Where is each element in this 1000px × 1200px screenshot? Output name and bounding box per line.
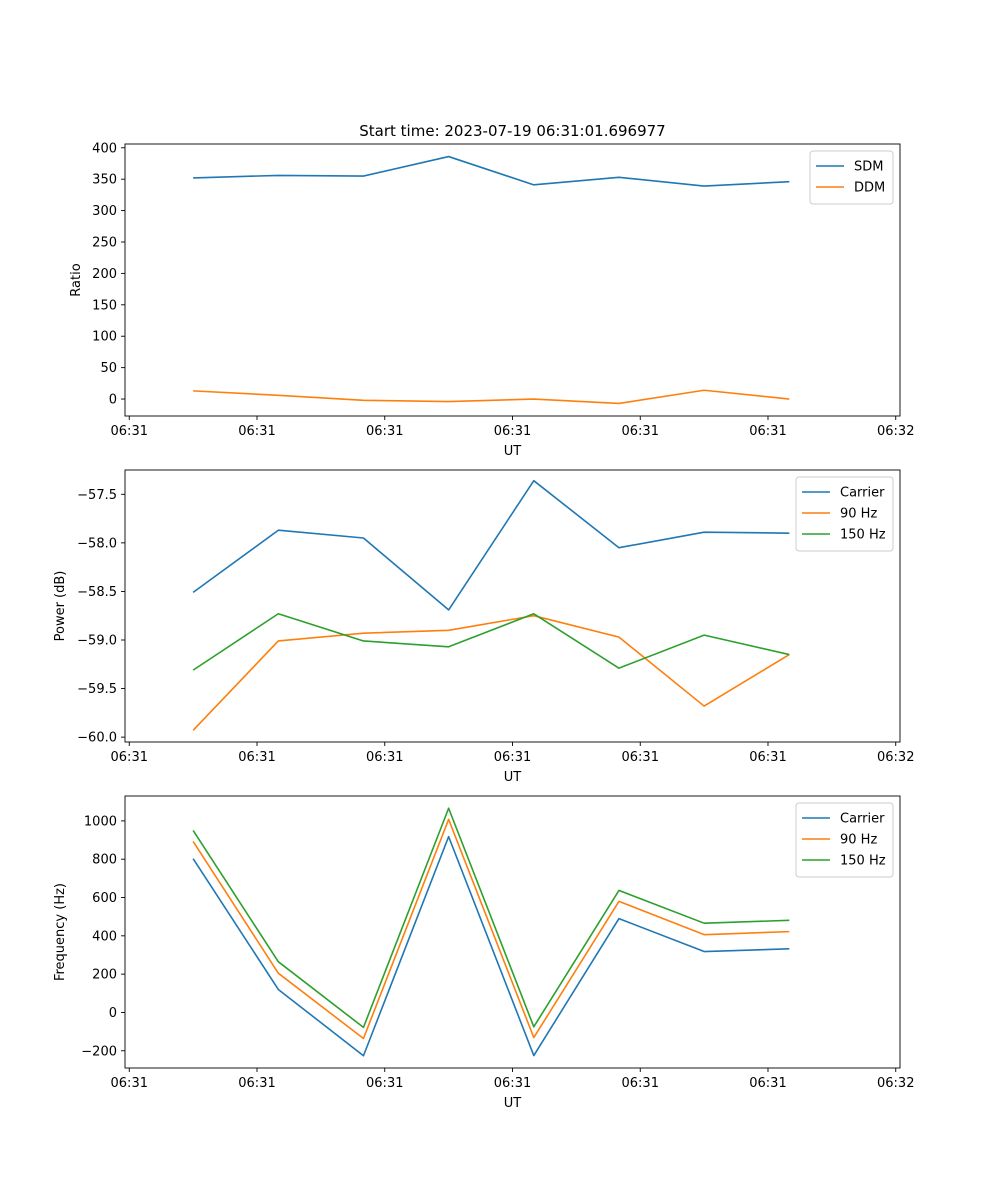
y-tick-label: 600 (92, 891, 117, 906)
power-panel: 06:31 06:31 06:31 06:31 06:31 06:31 06:32 −60.0… (53, 469, 914, 785)
y-tick-label: −60.0 (77, 731, 117, 746)
legend-label: 150 Hz (840, 854, 886, 869)
y-tick-label: 50 (100, 361, 117, 376)
y-tick-label: 250 (92, 235, 117, 250)
y-axis-label: Power (dB) (53, 571, 68, 642)
y-tick-label: 400 (92, 929, 117, 944)
x-tick-label: 06:31 (238, 1076, 275, 1091)
y-tick-label: −59.0 (77, 634, 117, 649)
y-tick-label: 400 (92, 141, 117, 156)
x-tick-label: 06:31 (494, 1076, 531, 1091)
y-tick-label: −59.5 (77, 682, 117, 697)
series-line-carrier (192, 479, 790, 611)
y-tick-label: 200 (92, 267, 117, 282)
x-tick-label: 06:31 (622, 750, 659, 765)
x-axis-label: UT (504, 1096, 522, 1111)
legend-label: SDM (854, 160, 883, 175)
y-tick-label: 100 (92, 330, 117, 345)
y-tick-label: 0 (109, 393, 117, 408)
x-tick-label: 06:31 (749, 424, 786, 439)
legend-label: Carrier (840, 812, 885, 827)
ratio-panel: 06:31 06:31 06:31 06:31 06:31 06:31 06:32 0 50 10… (69, 141, 914, 459)
series-line-ddm (193, 389, 790, 405)
y-tick-label: 1000 (84, 814, 117, 829)
legend-label: Carrier (840, 486, 885, 501)
series-line-sdm (193, 155, 790, 187)
x-tick-label: 06:31 (366, 1076, 403, 1091)
y-tick-label: 350 (92, 173, 117, 188)
series-line-150-hz (192, 612, 790, 671)
legend-box (795, 476, 894, 552)
x-tick-label: 06:31 (238, 750, 275, 765)
x-tick-label: 06:32 (877, 424, 914, 439)
y-axis-label: Frequency (Hz) (53, 883, 68, 981)
y-tick-label: 300 (92, 204, 117, 219)
x-tick-label: 06:31 (366, 424, 403, 439)
x-tick-label: 06:32 (877, 750, 914, 765)
x-tick-label: 06:31 (366, 750, 403, 765)
series-line-90-hz (192, 614, 790, 731)
x-tick-label: 06:31 (111, 750, 148, 765)
series-line-90-hz (192, 818, 790, 1040)
x-tick-label: 06:31 (749, 1076, 786, 1091)
y-axis-label: Ratio (69, 263, 84, 296)
legend: SDM DDM (809, 150, 894, 205)
x-tick-label: 06:31 (749, 750, 786, 765)
x-tick-label: 06:32 (877, 1076, 914, 1091)
legend-box (809, 150, 894, 205)
x-axis-label: UT (504, 770, 522, 785)
x-tick-label: 06:31 (111, 1076, 148, 1091)
series-line-carrier (192, 835, 790, 1057)
y-tick-label: −58.0 (77, 536, 117, 551)
x-tick-label: 06:31 (622, 424, 659, 439)
figure-title: Start time: 2023-07-19 06:31:01.696977 (359, 122, 665, 140)
y-tick-label: 0 (109, 1006, 117, 1021)
legend: Carrier 90 Hz 150 Hz (795, 476, 894, 552)
legend-label: 150 Hz (840, 528, 886, 543)
x-tick-label: 06:31 (238, 424, 275, 439)
x-tick-label: 06:31 (622, 1076, 659, 1091)
legend-label: 90 Hz (840, 507, 877, 522)
y-tick-label: 200 (92, 968, 117, 983)
legend-label: 90 Hz (840, 833, 877, 848)
x-tick-label: 06:31 (494, 424, 531, 439)
legend-label: DDM (854, 181, 885, 196)
y-tick-label: 800 (92, 853, 117, 868)
x-tick-label: 06:31 (111, 424, 148, 439)
legend: Carrier 90 Hz 150 Hz (795, 802, 894, 878)
y-tick-label: 150 (92, 298, 117, 313)
frequency-panel: 06:31 06:31 06:31 06:31 06:31 06:31 06:32 −200 0… (53, 795, 914, 1111)
x-axis-label: UT (504, 444, 522, 459)
y-tick-label: −57.5 (77, 488, 117, 503)
x-tick-label: 06:31 (494, 750, 531, 765)
y-tick-label: −200 (81, 1044, 117, 1059)
series-line-150-hz (192, 807, 790, 1029)
y-tick-label: −58.5 (77, 585, 117, 600)
legend-box (795, 802, 894, 878)
